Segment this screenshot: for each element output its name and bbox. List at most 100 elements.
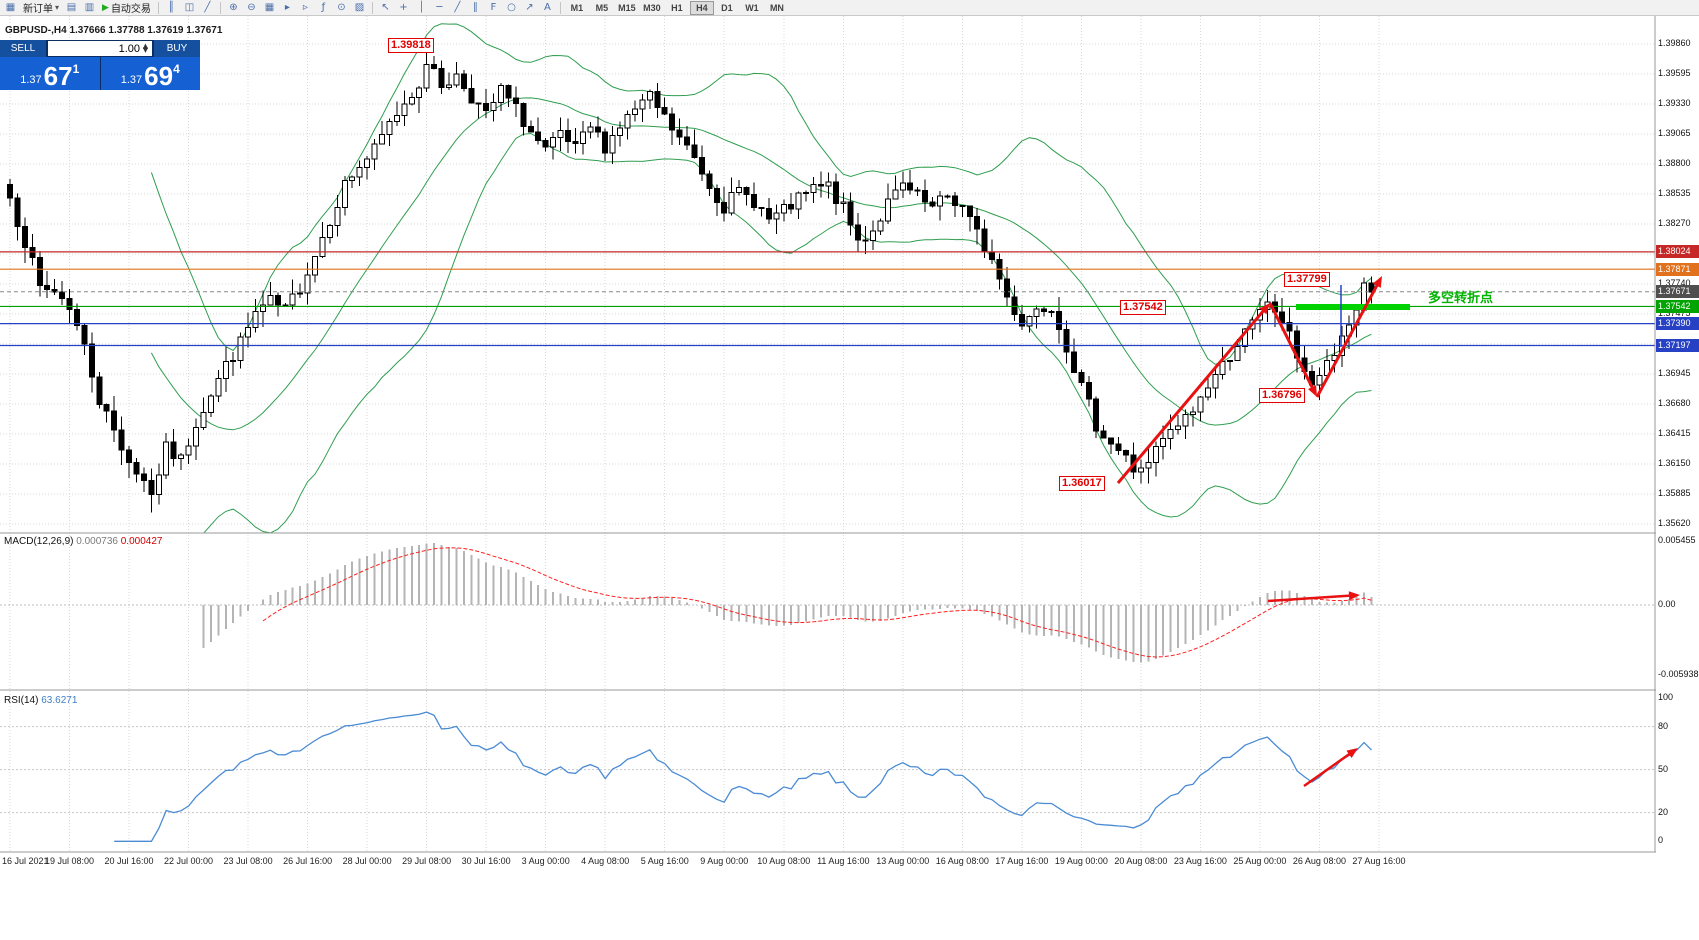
time-axis-label: 16 Jul 2021 <box>2 856 49 866</box>
trend-arrow[interactable] <box>1268 302 1317 397</box>
price-axis-label: 1.37740 <box>1658 278 1691 288</box>
cursor-icon[interactable]: ↖ <box>381 1 390 13</box>
time-axis-label: 27 Aug 16:00 <box>1352 856 1406 866</box>
timeframe-button-h4[interactable]: H4 <box>689 0 714 15</box>
rsi-pane <box>0 711 1655 842</box>
rsi-axis-label: 50 <box>1658 763 1669 774</box>
price-annotation[interactable]: 1.36796 <box>1259 388 1305 403</box>
toolbar-separator <box>371 1 373 14</box>
volume-spinner[interactable]: ▲ ▼ <box>140 41 151 54</box>
vertical-line-icon[interactable]: │ <box>418 1 425 13</box>
channel-icon[interactable]: ∥ <box>472 1 478 13</box>
bar-chart-icon[interactable]: ║ <box>168 1 175 13</box>
auto-scroll-icon[interactable]: ▸ <box>284 1 290 13</box>
time-axis: 16 Jul 2021 19 Jul 08:00 20 Jul 16:00 22 Ju… <box>0 852 1699 869</box>
time-axis-label: 10 Aug 08:00 <box>757 856 811 866</box>
buy-price-prefix: 1.37 <box>120 73 143 86</box>
macd-signal-line <box>262 547 1372 658</box>
price-axis-label: 1.36415 <box>1658 428 1691 438</box>
templates-icon[interactable]: ▨ <box>354 1 365 13</box>
buy-price-pips: 69 <box>144 61 174 92</box>
price-axis-label: 1.38270 <box>1658 218 1691 228</box>
periods-dropdown-icon[interactable]: ⊙ <box>337 1 346 13</box>
crosshair-icon[interactable]: + <box>399 1 408 13</box>
spinner-down-icon[interactable]: ▼ <box>142 45 149 54</box>
rsi-axis-label: 20 <box>1658 806 1669 817</box>
time-axis-label: 11 Aug 16:00 <box>817 856 870 866</box>
fibonacci-icon[interactable]: F <box>490 1 497 13</box>
trendline-icon[interactable]: ╱ <box>454 1 461 13</box>
time-axis-label: 9 Aug 00:00 <box>700 856 749 866</box>
time-axis-label: 20 Aug 08:00 <box>1114 856 1168 866</box>
bollinger-middle-band <box>150 97 1372 431</box>
price-axis-label: 1.39065 <box>1658 128 1691 138</box>
line-chart-icon[interactable]: ╱ <box>204 1 211 13</box>
chart-window: GBPUSD-,H4 1.37666 1.37788 1.37619 1.376… <box>0 16 1699 940</box>
price-axis-label: 1.39330 <box>1658 98 1691 108</box>
price-annotation[interactable]: 1.36017 <box>1059 476 1105 491</box>
shapes-icon[interactable]: ○ <box>507 1 516 13</box>
price-axis-label: 1.39860 <box>1658 38 1691 48</box>
profiles-icon[interactable]: ▥ <box>84 1 95 13</box>
new-order-button-label: 新订单 <box>23 4 53 15</box>
pivot-highlight-segment[interactable] <box>1296 304 1410 310</box>
price-axis-label: 1.38535 <box>1658 188 1691 198</box>
new-chart-icon[interactable]: ▦ <box>5 1 16 13</box>
timeframe-button-m15[interactable]: M15 <box>618 2 636 13</box>
auto-trading-button[interactable]: ▶ 自动交易 <box>99 1 154 16</box>
buy-button[interactable]: BUY <box>154 40 200 57</box>
timeframe-button-mn[interactable]: MN <box>769 2 784 13</box>
trend-arrow[interactable] <box>1303 748 1358 788</box>
buy-price-point: 4 <box>173 62 180 76</box>
timeframe-button-m30[interactable]: M30 <box>643 2 661 13</box>
price-axis-label: 1.36945 <box>1658 368 1691 378</box>
main-pane <box>0 23 1655 533</box>
time-axis-label: 4 Aug 08:00 <box>581 856 630 866</box>
time-axis-label: 22 Jul 00:00 <box>164 856 214 866</box>
arrows-icon[interactable]: ↗ <box>525 1 534 13</box>
bollinger-upper-band <box>150 23 1372 365</box>
price-annotation[interactable]: 1.37799 <box>1284 272 1330 287</box>
toolbar-separator <box>157 1 159 14</box>
tile-windows-icon[interactable]: ▦ <box>264 1 275 13</box>
timeframe-button-m5[interactable]: M5 <box>595 2 609 13</box>
trend-arrow[interactable] <box>1267 591 1360 603</box>
sell-button[interactable]: SELL <box>0 40 46 57</box>
time-axis-label: 3 Aug 00:00 <box>521 856 570 866</box>
time-axis-label: 5 Aug 16:00 <box>640 856 689 866</box>
pivot-text-label[interactable]: 多空转折点 <box>1428 290 1494 305</box>
trend-arrow[interactable] <box>1116 303 1270 484</box>
text-icon[interactable]: A <box>544 1 551 13</box>
chart-canvas[interactable] <box>0 16 1699 868</box>
price-tag: 1.37871 <box>1656 262 1699 276</box>
toolbar-separator <box>559 1 561 14</box>
price-axis: 1.39860 1.39595 1.39330 1.39065 1.38800 1.385… <box>1656 16 1699 868</box>
timeframe-button-h1[interactable]: H1 <box>671 2 683 13</box>
new-order-button[interactable]: 新订单 ▾ <box>20 1 62 15</box>
horizontal-line-icon[interactable]: ─ <box>436 1 443 13</box>
spinner-up-icon[interactable]: ▲ <box>142 41 149 50</box>
zoom-in-icon[interactable]: ⊕ <box>229 1 238 13</box>
timeframe-button-d1[interactable]: D1 <box>721 2 733 13</box>
time-axis-label: 20 Jul 16:00 <box>104 856 154 866</box>
volume-input[interactable]: 1.00 ▲ ▼ <box>48 41 152 56</box>
macd-axis-label: 0.005455 <box>1658 535 1696 545</box>
charts-icon[interactable]: ▤ <box>66 1 77 13</box>
zoom-out-icon[interactable]: ⊖ <box>247 1 256 13</box>
time-axis-label: 26 Jul 16:00 <box>283 856 333 866</box>
timeframe-button-m1[interactable]: M1 <box>570 2 584 13</box>
candlestick-chart-icon[interactable]: ◫ <box>184 1 195 13</box>
price-annotation[interactable]: 1.39818 <box>388 38 434 53</box>
price-axis-label: 1.37475 <box>1658 308 1691 318</box>
price-annotation[interactable]: 1.37542 <box>1120 300 1166 315</box>
one-click-trading-panel: SELL 1.00 ▲ ▼ BUY 1.37 67 1 1.37 69 4 <box>0 40 200 90</box>
buy-price[interactable]: 1.37 69 4 <box>99 57 201 92</box>
price-tag: 1.37390 <box>1656 317 1699 331</box>
macd-signal-value: 0.000427 <box>120 536 163 547</box>
sell-price[interactable]: 1.37 67 1 <box>0 57 100 90</box>
rsi-name: RSI(14) <box>4 695 39 706</box>
timeframe-button-w1[interactable]: W1 <box>745 2 759 13</box>
trend-arrow[interactable] <box>1315 276 1382 398</box>
chart-shift-icon[interactable]: ▹ <box>302 1 308 13</box>
indicators-icon[interactable]: ƒ <box>321 1 326 13</box>
